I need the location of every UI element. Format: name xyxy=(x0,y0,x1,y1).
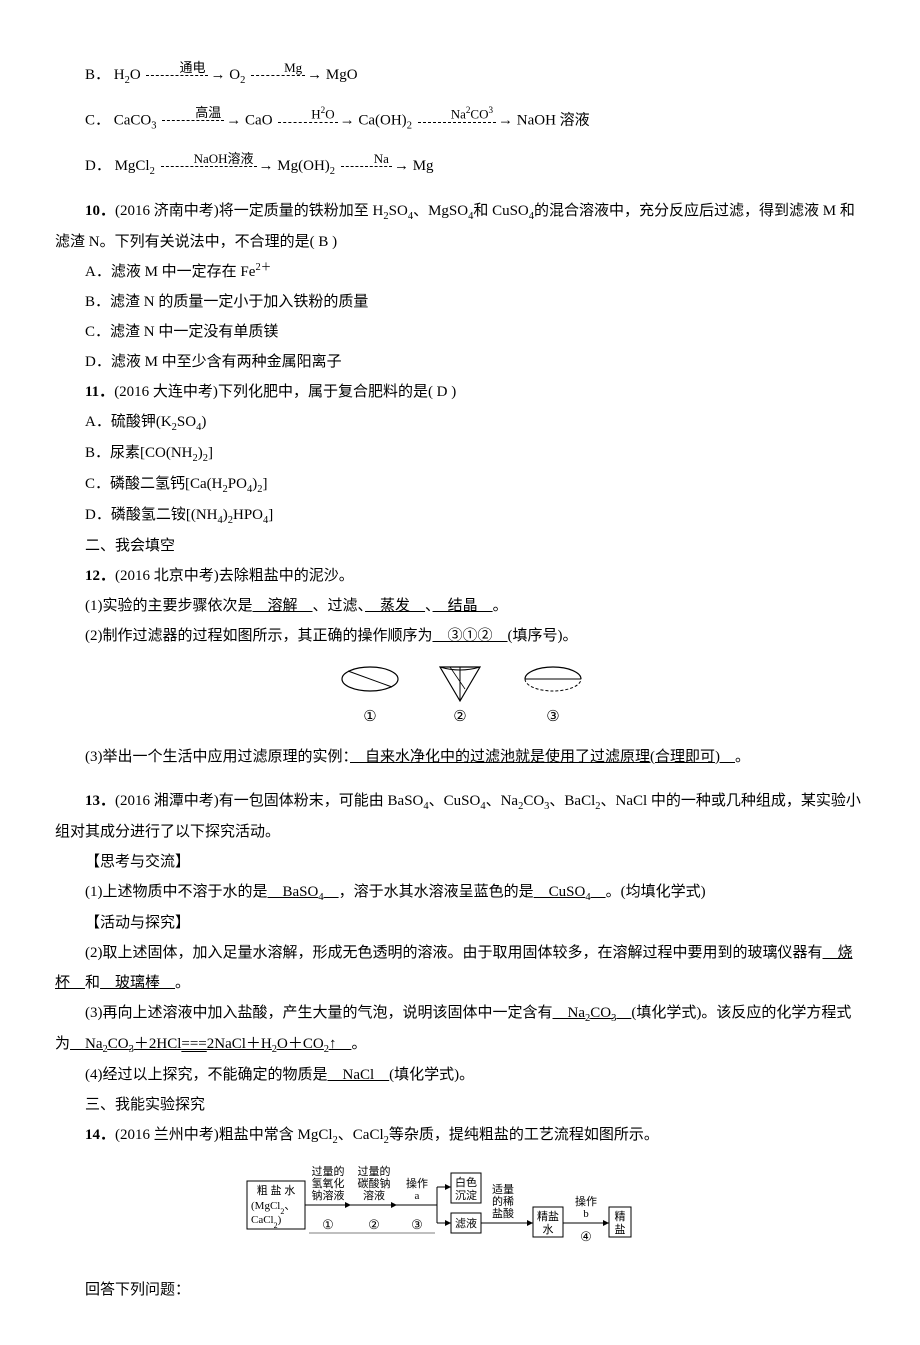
blank: Na2CO3＋2HCl===2NaCl＋H2O＋CO2↑ xyxy=(70,1036,351,1052)
svg-text:a: a xyxy=(415,1190,420,1202)
svg-text:碳酸钠: 碳酸钠 xyxy=(358,1176,391,1190)
svg-text:溶液: 溶液 xyxy=(363,1188,385,1202)
blank: Na2CO3 xyxy=(553,1005,632,1021)
question-14: 14．(2016 兰州中考)粗盐中常含 MgCl2、CaCl2等杂质，提纯粗盐的… xyxy=(55,1120,865,1151)
blank: 蒸发 xyxy=(365,598,425,614)
q14-flowchart: 粗 盐 水 (MgCl2、 CaCl2) 过量的 氢氧化 钠溶液 ① 过量的 碳… xyxy=(55,1161,865,1251)
q11-d: D．磷酸氢二铵[(NH4)2HPO4] xyxy=(55,500,865,531)
question-13: 13．(2016 湘潭中考)有一包固体粉末，可能由 BaSO4、CuSO4、Na… xyxy=(55,786,865,847)
fig-label-3: ③ xyxy=(546,709,559,725)
circ-4: ④ xyxy=(580,1229,592,1244)
q11-a: A．硫酸钾(K2SO4) xyxy=(55,407,865,438)
q13-p4: (4)经过以上探究，不能确定的物质是 NaCl (填化学式)。 xyxy=(55,1060,865,1090)
blank: BaSO4 xyxy=(268,884,339,900)
q13-h2: 【活动与探究】 xyxy=(55,908,865,938)
question-12: 12．(2016 北京中考)去除粗盐中的泥沙。 xyxy=(55,561,865,591)
flow-box1-d: CaCl2) xyxy=(251,1214,282,1230)
q12-p1: (1)实验的主要步骤依次是 溶解 、过滤、 蒸发 、 结晶 。 xyxy=(55,591,865,621)
arrow-frac: Mg xyxy=(249,61,307,91)
circ-2: ② xyxy=(368,1217,380,1232)
svg-text:精盐: 精盐 xyxy=(537,1210,559,1223)
fig-label-2: ② xyxy=(453,709,466,725)
flow-box1-a: 粗 盐 水 xyxy=(257,1184,296,1197)
option-d: D． MgCl2 NaOH溶液 → Mg(OH)2 Na → Mg xyxy=(55,151,865,182)
blank: 溶解 xyxy=(253,598,313,614)
q10-num: 10． xyxy=(85,203,115,219)
section-2: 二、我会填空 xyxy=(55,531,865,561)
blank: 自来水净化中的过滤池就是使用了过滤原理(合理即可) xyxy=(350,749,735,765)
q10-c: C．滤渣 N 中一定没有单质镁 xyxy=(55,317,865,347)
svg-text:沉淀: 沉淀 xyxy=(455,1188,477,1202)
option-c: C． CaCO3 高温 → CaO H2O → Ca(OH)2 Na2CO3 →… xyxy=(55,105,865,137)
q14-num: 14． xyxy=(85,1127,115,1143)
question-10: 10．(2016 济南中考)将一定质量的铁粉加至 H2SO4、MgSO4和 Cu… xyxy=(55,196,865,257)
question-11: 11．(2016 大连中考)下列化肥中，属于复合肥料的是( D ) xyxy=(55,377,865,407)
arrow-frac: 通电 xyxy=(144,61,210,91)
q13-p1: (1)上述物质中不溶于水的是 BaSO4 ，溶于水其水溶液呈蓝色的是 CuSO4… xyxy=(55,877,865,908)
svg-text:盐酸: 盐酸 xyxy=(492,1206,514,1220)
q13-num: 13． xyxy=(85,793,115,809)
q11-num: 11． xyxy=(85,384,114,400)
filter-figures: ① ② ③ xyxy=(330,659,590,734)
svg-text:的稀: 的稀 xyxy=(492,1194,514,1208)
label-c: C． xyxy=(85,112,110,128)
svg-text:白色: 白色 xyxy=(455,1175,477,1189)
svg-text:适量: 适量 xyxy=(492,1183,514,1196)
section-3: 三、我能实验探究 xyxy=(55,1090,865,1120)
label-b: B． xyxy=(85,67,110,83)
tail: 回答下列问题： xyxy=(55,1275,865,1305)
circ-1: ① xyxy=(322,1217,334,1232)
q11-c: C．磷酸二氢钙[Ca(H2PO4)2] xyxy=(55,469,865,500)
svg-text:过量的: 过量的 xyxy=(358,1164,391,1178)
q12-p2: (2)制作过滤器的过程如图所示，其正确的操作顺序为 ③①② (填序号)。 xyxy=(55,621,865,651)
label-d: D． xyxy=(85,158,111,174)
svg-text:钠溶液: 钠溶液 xyxy=(312,1188,345,1202)
q13-p2: (2)取上述固体，加入足量水溶解，形成无色透明的溶液。由于取用固体较多，在溶解过… xyxy=(55,938,865,998)
q12-num: 12． xyxy=(85,568,115,584)
q12-p3: (3)举出一个生活中应用过滤原理的实例： 自来水净化中的过滤池就是使用了过滤原理… xyxy=(55,742,865,772)
svg-text:滤液: 滤液 xyxy=(455,1216,477,1230)
svg-text:水: 水 xyxy=(543,1223,554,1236)
blank: CuSO4 xyxy=(534,884,606,900)
blank: ③①② xyxy=(433,628,508,644)
q13-p3: (3)再向上述溶液中加入盐酸，产生大量的气泡，说明该固体中一定含有 Na2CO3… xyxy=(55,998,865,1060)
svg-text:操作: 操作 xyxy=(406,1176,428,1190)
option-b: B． H2O 通电 → O2 Mg → MgO xyxy=(55,60,865,91)
svg-text:氢氧化: 氢氧化 xyxy=(312,1176,345,1190)
svg-text:b: b xyxy=(583,1208,589,1220)
blank: 玻璃棒 xyxy=(100,975,175,991)
svg-text:操作: 操作 xyxy=(575,1194,597,1208)
svg-text:精: 精 xyxy=(615,1210,626,1223)
q10-a: A．滤液 M 中一定存在 Fe2＋ xyxy=(55,257,865,287)
blank: NaCl xyxy=(328,1067,390,1083)
q11-b: B．尿素[CO(NH2)2] xyxy=(55,438,865,469)
circ-3: ③ xyxy=(411,1217,423,1232)
fig-label-1: ① xyxy=(363,709,376,725)
svg-text:盐: 盐 xyxy=(615,1223,626,1236)
q12-figure: ① ② ③ xyxy=(55,659,865,734)
q10-b: B．滤渣 N 的质量一定小于加入铁粉的质量 xyxy=(55,287,865,317)
svg-text:过量的: 过量的 xyxy=(312,1164,345,1178)
blank: 结晶 xyxy=(433,598,493,614)
q10-d: D．滤液 M 中至少含有两种金属阳离子 xyxy=(55,347,865,377)
q13-h1: 【思考与交流】 xyxy=(55,847,865,877)
